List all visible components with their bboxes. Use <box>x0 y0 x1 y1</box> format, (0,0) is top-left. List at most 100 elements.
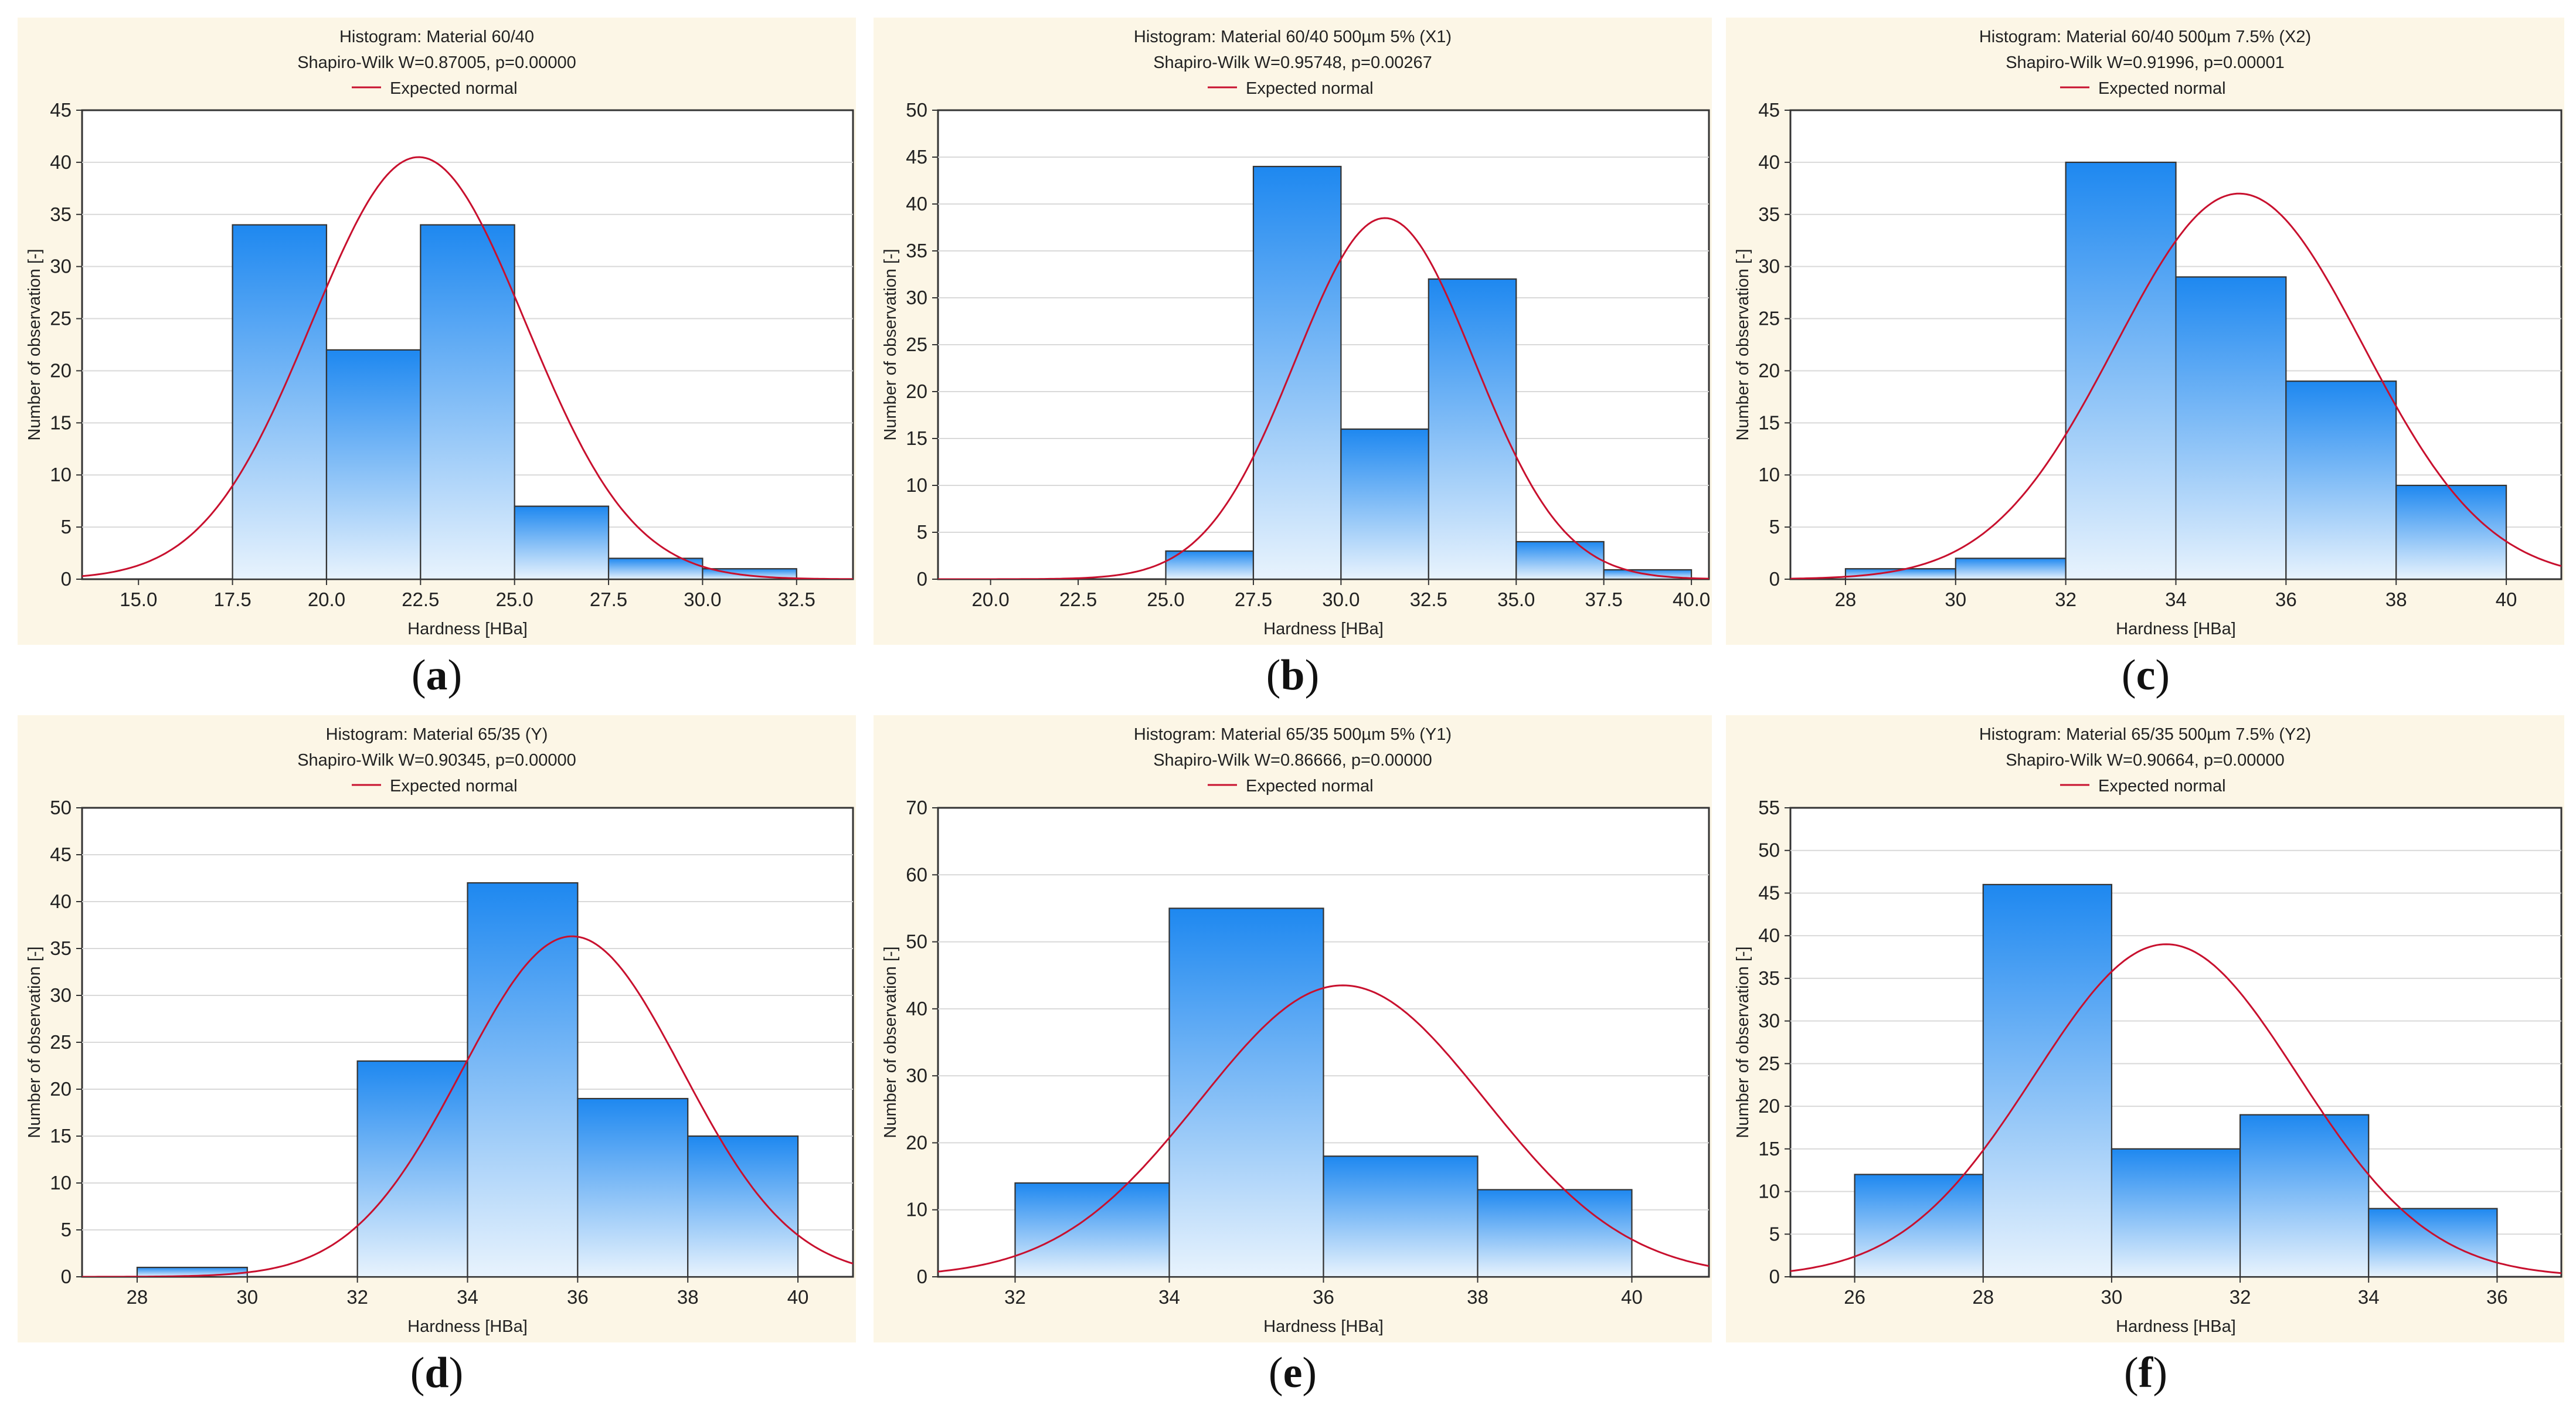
y-tick-label: 50 <box>906 931 927 953</box>
y-tick-label: 30 <box>50 984 72 1006</box>
y-tick-label: 30 <box>1758 1010 1780 1032</box>
legend-label: Expected normal <box>1246 777 1374 796</box>
y-tick-label: 30 <box>906 1065 927 1086</box>
histogram-bar <box>687 1135 799 1278</box>
y-axis-label: Number of observation [-] <box>1734 946 1752 1138</box>
histogram-bar <box>1955 557 2067 580</box>
histogram-bar <box>2368 1208 2498 1278</box>
y-tick-label: 35 <box>50 937 72 959</box>
y-tick-label: 5 <box>1769 516 1780 538</box>
histogram-bar <box>325 349 422 580</box>
chart-title: Histogram: Material 65/35 500µm 5% (Y1) <box>1134 725 1452 744</box>
y-tick-label: 20 <box>50 359 72 381</box>
caption-f: (f) <box>2124 1349 2167 1397</box>
x-tick-label: 28 <box>1972 1286 1994 1308</box>
histogram-bar <box>356 1060 468 1278</box>
x-tick-label: 20.0 <box>308 589 345 610</box>
x-tick-label: 30.0 <box>684 589 721 610</box>
y-tick-label: 20 <box>1758 1095 1780 1117</box>
y-tick-label: 0 <box>1769 1266 1780 1287</box>
chart-subtitle: Shapiro-Wilk W=0.90345, p=0.00000 <box>297 751 576 770</box>
legend-label: Expected normal <box>390 777 518 796</box>
histogram-panel-e: Histogram: Material 65/35 500µm 5% (Y1) S… <box>874 715 1712 1342</box>
y-tick-label: 40 <box>50 151 72 173</box>
x-tick-label: 35.0 <box>1497 589 1535 610</box>
caption-e: (e) <box>1268 1349 1317 1397</box>
y-tick-label: 40 <box>906 193 927 215</box>
histogram-bar <box>467 882 579 1278</box>
x-tick-label: 36 <box>2275 589 2297 610</box>
x-tick-label: 34 <box>1158 1286 1180 1308</box>
y-tick-label: 45 <box>50 844 72 865</box>
y-tick-label: 0 <box>61 568 72 590</box>
y-tick-label: 0 <box>1769 568 1780 590</box>
x-tick-label: 20.0 <box>972 589 1010 610</box>
y-tick-label: 50 <box>906 99 927 121</box>
y-tick-label: 10 <box>906 1199 927 1221</box>
histogram-bar <box>2065 161 2177 580</box>
legend: Expected normal <box>2060 777 2226 796</box>
x-tick-label: 32.5 <box>1410 589 1447 610</box>
chart-svg-f: Histogram: Material 65/35 500µm 7.5% (Y2… <box>1726 715 2564 1342</box>
y-tick-label: 40 <box>1758 924 1780 946</box>
histogram-bar <box>1165 550 1255 580</box>
x-tick-label: 30.0 <box>1322 589 1360 610</box>
y-tick-label: 10 <box>906 474 927 496</box>
y-tick-label: 5 <box>61 516 72 538</box>
y-tick-label: 45 <box>50 99 72 121</box>
chart-subtitle: Shapiro-Wilk W=0.95748, p=0.00267 <box>1153 53 1432 72</box>
y-tick-label: 35 <box>906 240 927 261</box>
legend-label: Expected normal <box>1246 79 1374 98</box>
x-axis-label: Hardness [HBa] <box>1263 1317 1384 1336</box>
x-tick-label: 22.5 <box>402 589 439 610</box>
y-tick-label: 55 <box>1758 797 1780 818</box>
y-tick-label: 30 <box>50 256 72 277</box>
y-tick-label: 50 <box>50 797 72 818</box>
histogram-bar <box>1252 165 1342 580</box>
y-tick-label: 45 <box>1758 99 1780 121</box>
y-tick-label: 30 <box>1758 256 1780 277</box>
histogram-bar <box>2239 1114 2370 1278</box>
x-tick-label: 32 <box>2055 589 2077 610</box>
legend: Expected normal <box>352 777 518 796</box>
y-tick-label: 35 <box>1758 967 1780 989</box>
y-tick-label: 20 <box>50 1078 72 1100</box>
y-tick-label: 25 <box>1758 1052 1780 1074</box>
legend: Expected normal <box>2060 79 2226 98</box>
y-axis-label: Number of observation [-] <box>881 249 900 440</box>
x-tick-label: 36 <box>1313 1286 1334 1308</box>
x-tick-label: 40.0 <box>1673 589 1710 610</box>
histogram-panel-c: Histogram: Material 60/40 500µm 7.5% (X2… <box>1726 18 2564 645</box>
y-tick-label: 20 <box>1758 359 1780 381</box>
histogram-bar <box>577 1097 689 1278</box>
x-tick-label: 36 <box>2486 1286 2508 1308</box>
chart-svg-a: Histogram: Material 60/40 Shapiro-Wilk W=… <box>18 18 856 645</box>
x-tick-label: 34 <box>2165 589 2187 610</box>
x-tick-label: 32.5 <box>778 589 815 610</box>
x-tick-label: 38 <box>2385 589 2407 610</box>
caption-c: (c) <box>2121 651 2170 699</box>
y-tick-label: 60 <box>906 864 927 885</box>
x-tick-label: 34 <box>457 1286 478 1308</box>
y-tick-label: 0 <box>917 568 927 590</box>
histogram-bar <box>514 505 610 580</box>
y-tick-label: 25 <box>1758 308 1780 329</box>
histogram-bar <box>420 224 515 580</box>
x-tick-label: 25.0 <box>1147 589 1184 610</box>
histogram-bar <box>2111 1148 2241 1278</box>
chart-title: Histogram: Material 60/40 500µm 5% (X1) <box>1134 28 1452 46</box>
legend-label: Expected normal <box>390 79 518 98</box>
legend: Expected normal <box>1208 777 1374 796</box>
chart-title: Histogram: Material 65/35 500µm 7.5% (Y2… <box>1979 725 2311 744</box>
chart-title: Histogram: Material 60/40 <box>339 28 534 46</box>
x-tick-label: 40 <box>1621 1286 1643 1308</box>
x-axis-label: Hardness [HBa] <box>407 1317 528 1336</box>
x-tick-label: 40 <box>787 1286 809 1308</box>
x-tick-label: 26 <box>1844 1286 1865 1308</box>
x-tick-label: 28 <box>1835 589 1857 610</box>
y-tick-label: 40 <box>906 998 927 1019</box>
x-tick-label: 32 <box>346 1286 368 1308</box>
x-tick-label: 34 <box>2358 1286 2380 1308</box>
y-tick-label: 70 <box>906 797 927 818</box>
y-tick-label: 25 <box>50 308 72 329</box>
